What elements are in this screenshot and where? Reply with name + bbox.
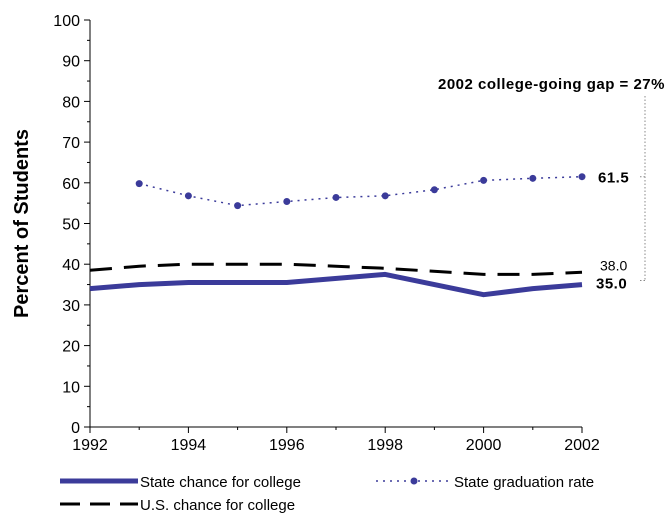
annotations: 2002 college-going gap = 27% 61.5 38.0 3… [438,76,665,293]
y-tick-label: 50 [62,217,80,234]
data-point [529,174,537,182]
x-tick-label: 1998 [367,437,403,454]
y-tick-label: 90 [62,54,80,71]
data-point [381,192,389,200]
gap-annotation: 2002 college-going gap = 27% [438,76,665,93]
y-tick-label: 40 [62,257,80,274]
y-tick-label: 0 [71,420,80,437]
x-axis-ticks: 1992 1994 1996 1998 2000 2002 [72,427,600,454]
y-tick-label: 80 [62,94,80,111]
legend-marker-state-graduation [410,477,418,485]
series-layer [89,173,586,298]
data-point [234,202,242,210]
x-tick-label: 2000 [466,437,502,454]
data-point [332,193,340,201]
us-end-label: 38.0 [600,257,627,273]
x-tick-label: 1996 [269,437,305,454]
x-tick-label: 1992 [72,437,108,454]
y-axis-ticks: 0 10 20 30 40 50 60 70 80 90 100 [53,13,90,437]
legend-label-state-chance: State chance for college [140,474,301,491]
state-end-label: 35.0 [596,276,627,293]
x-tick-label: 1994 [171,437,207,454]
grad-end-label: 61.5 [598,170,629,187]
legend-label-state-graduation: State graduation rate [454,474,594,491]
y-tick-label: 60 [62,176,80,193]
data-point [184,192,192,200]
data-point [135,180,143,188]
x-tick-label: 2002 [564,437,600,454]
y-tick-label: 30 [62,298,80,315]
y-tick-label: 20 [62,339,80,356]
legend: State chance for college State graduatio… [60,474,594,514]
y-tick-label: 100 [53,13,80,30]
data-point [480,176,488,184]
data-point [578,173,586,181]
series-line-1 [139,175,583,207]
data-point [430,186,438,194]
y-tick-label: 70 [62,135,80,152]
series-line-2 [89,262,583,276]
legend-label-us-chance: U.S. chance for college [140,497,295,514]
series-line-0 [89,271,583,298]
data-point [283,198,291,206]
y-axis-title: Percent of Students [11,129,33,318]
y-tick-label: 10 [62,379,80,396]
